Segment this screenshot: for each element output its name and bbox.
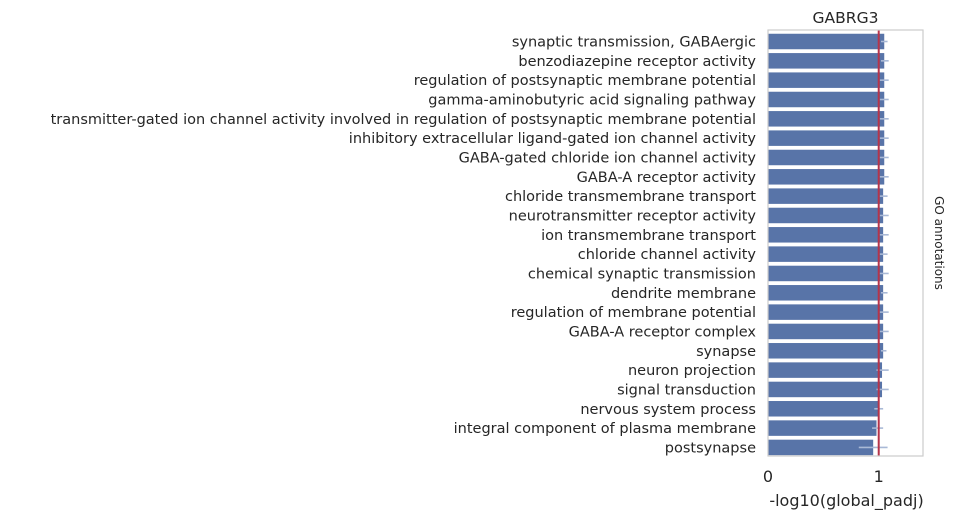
category-label: chloride transmembrane transport	[505, 189, 756, 205]
bar	[768, 439, 874, 456]
bar	[768, 130, 885, 146]
category-label: GABA-A receptor complex	[569, 324, 757, 340]
bar	[768, 227, 884, 243]
bar	[768, 53, 885, 69]
category-label: synapse	[696, 344, 756, 360]
category-label: GABA-gated chloride ion channel activity	[459, 150, 757, 166]
bar	[768, 246, 884, 262]
category-label: ion transmembrane transport	[541, 228, 756, 244]
bar	[768, 188, 884, 204]
category-label: signal transduction	[617, 382, 756, 398]
category-label: neurotransmitter receptor activity	[509, 208, 757, 224]
category-label: chemical synaptic transmission	[528, 266, 756, 282]
category-label: regulation of membrane potential	[511, 305, 756, 321]
bar	[768, 362, 883, 378]
category-label: transmitter-gated ion channel activity i…	[51, 112, 756, 128]
category-label: neuron projection	[628, 363, 756, 379]
category-labels: synaptic transmission, GABAergic benzodia…	[51, 35, 757, 457]
x-axis-title: -log10(global_padj)	[769, 491, 923, 511]
bar	[768, 111, 885, 127]
category-label: nervous system process	[580, 402, 756, 418]
bar	[768, 323, 884, 340]
bar	[768, 401, 879, 417]
category-label: inhibitory extracellular ligand-gated io…	[349, 131, 757, 147]
category-label: integral component of plasma membrane	[454, 421, 756, 437]
x-tick-label: 1	[874, 467, 884, 486]
bar	[768, 91, 885, 108]
x-tick-label: 0	[763, 467, 773, 486]
side-axis-label: GO annotations	[932, 196, 946, 290]
bar	[768, 343, 884, 359]
category-label: chloride channel activity	[578, 247, 757, 263]
bar	[768, 207, 884, 224]
category-label: benzodiazepine receptor activity	[518, 54, 756, 70]
chart-title: GABRG3	[813, 9, 879, 27]
bar	[768, 265, 884, 282]
category-label: GABA-A receptor activity	[577, 170, 757, 186]
error-bars	[858, 40, 889, 449]
bar	[768, 33, 885, 50]
bar	[768, 420, 877, 436]
bar	[768, 149, 885, 166]
bar	[768, 381, 883, 398]
category-label: dendrite membrane	[611, 286, 756, 302]
plot-frame	[767, 29, 924, 457]
category-label: regulation of postsynaptic membrane pote…	[414, 73, 756, 89]
category-label: synaptic transmission, GABAergic	[512, 35, 756, 51]
bar	[768, 285, 884, 301]
bars	[768, 33, 885, 456]
bar	[768, 72, 885, 88]
category-label: gamma-aminobutyric acid signaling pathwa…	[428, 92, 756, 108]
bar	[768, 304, 884, 320]
bar	[768, 169, 885, 185]
category-label: postsynapse	[665, 440, 756, 456]
